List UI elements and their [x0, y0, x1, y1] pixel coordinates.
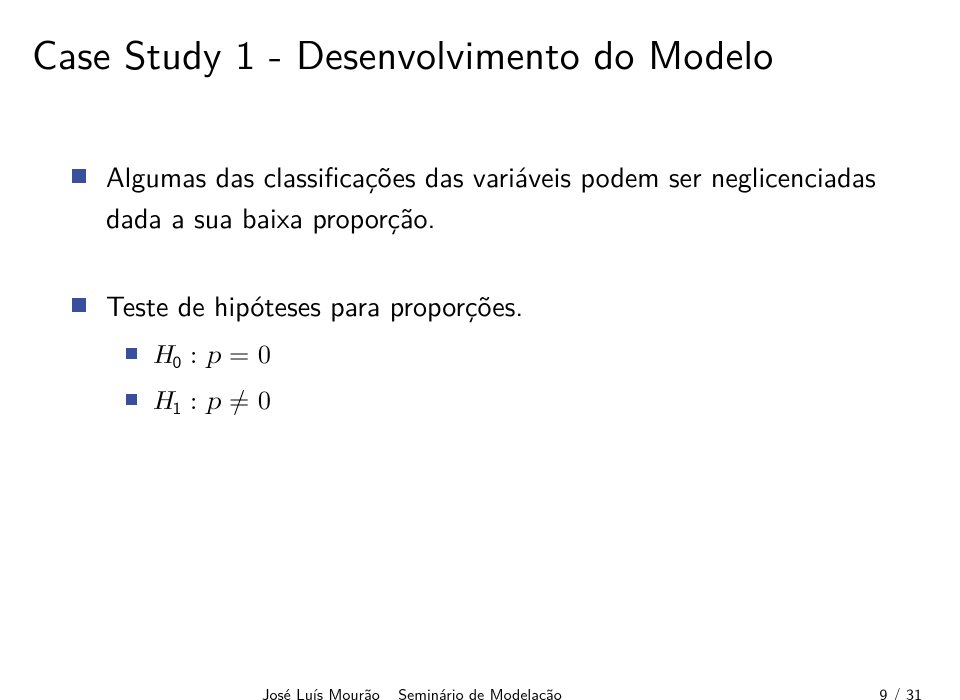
bullet-text: Algumas das classificações das variáveis…	[106, 156, 888, 237]
colon: :	[181, 389, 206, 415]
h0-text: H0 : p = 0	[153, 334, 271, 376]
neq-symbol: ≠	[229, 389, 249, 415]
slide-title: Case Study 1 - Desenvolvimento do Modelo	[32, 24, 773, 82]
hypothesis-list: H0 : p = 0 H1 : p ≠ 0	[126, 334, 888, 422]
neq: ≠	[220, 389, 249, 415]
footer-talk: Seminário de Modelação	[398, 682, 562, 700]
bullet-text: Teste de hipóteses para proporções.	[106, 285, 888, 326]
hypothesis-alt: H1 : p ≠ 0	[126, 380, 888, 422]
math-H: H	[153, 343, 173, 369]
slide-content: Algumas das classificações das variáveis…	[72, 156, 888, 426]
eq-zero: = 0	[220, 343, 271, 369]
square-bullet-icon	[126, 394, 137, 405]
square-bullet-icon	[72, 169, 86, 183]
math-p: p	[206, 343, 220, 369]
square-bullet-icon	[126, 348, 137, 359]
footer-page-number: 9 / 31	[879, 682, 922, 700]
bullet-item: Algumas das classificações das variáveis…	[72, 156, 888, 237]
square-bullet-icon	[72, 298, 86, 312]
math-H: H	[153, 389, 173, 415]
colon: :	[181, 343, 206, 369]
h1-text: H1 : p ≠ 0	[153, 380, 271, 422]
footer-author: José Luís Mourão	[262, 682, 380, 700]
bullet-item: Teste de hipóteses para proporções.	[72, 285, 888, 326]
math-p: p	[206, 389, 220, 415]
zero: 0	[249, 389, 271, 415]
slide: Case Study 1 - Desenvolvimento do Modelo…	[0, 0, 960, 700]
hypothesis-null: H0 : p = 0	[126, 334, 888, 376]
